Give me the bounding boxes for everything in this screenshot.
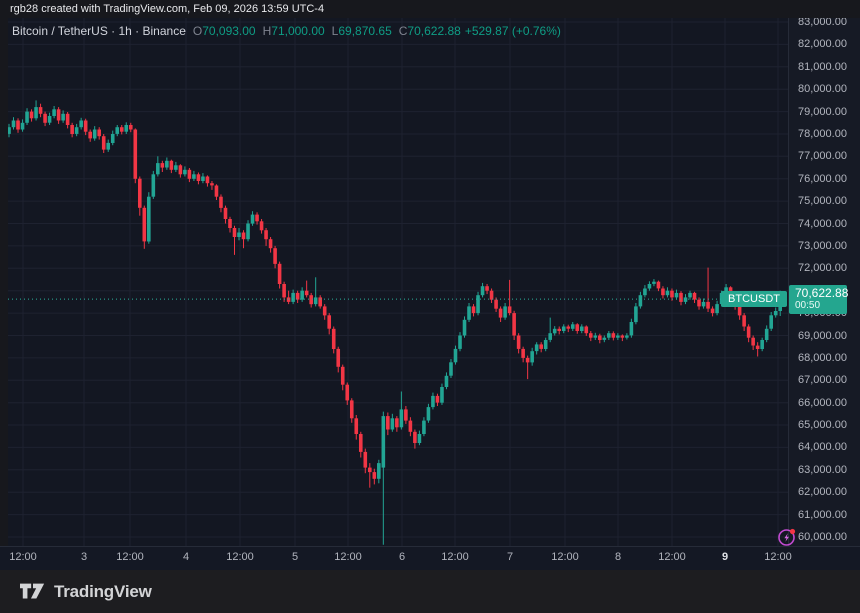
ohlc-item: C70,622.88 <box>398 24 461 38</box>
time-tick-label: 12:00 <box>9 551 37 563</box>
price-tick-label: 64,000.00 <box>798 441 847 454</box>
last-price-label: 70,622.88 00:50 <box>789 285 849 315</box>
price-tick-label: 83,000.00 <box>798 18 847 28</box>
price-tick-label: 76,000.00 <box>798 172 847 185</box>
last-price-value: 70,622.88 <box>795 286 849 301</box>
candlestick-pane[interactable] <box>8 18 788 546</box>
price-tick-label: 62,000.00 <box>798 486 847 499</box>
price-tick-label: 79,000.00 <box>798 105 847 118</box>
price-tick-label: 68,000.00 <box>798 351 847 364</box>
time-axis[interactable]: 12:00 3 12:00 4 12:00 5 12:00 6 12:00 7 12:00 8 12:0… <box>0 546 860 570</box>
price-tick-label: 82,000.00 <box>798 38 847 51</box>
time-tick-label: 5 <box>291 551 299 563</box>
lightning-icon-svg <box>778 528 796 546</box>
time-tick-label: 12:00 <box>441 551 469 563</box>
price-tick-label: 67,000.00 <box>798 374 847 387</box>
time-tick-label: 3 <box>80 551 88 563</box>
time-tick-label: 12:00 <box>551 551 579 563</box>
ohlc-item: H71,000.00 <box>262 24 325 38</box>
symbol-price-tag: BTCUSDT <box>721 291 787 308</box>
symbol-tag-text: BTCUSDT <box>728 293 780 306</box>
price-tick-label: 74,000.00 <box>798 217 847 230</box>
change-value: +529.87 (+0.76%) <box>464 24 561 38</box>
price-tick-label: 77,000.00 <box>798 150 847 163</box>
time-tick-label: 12:00 <box>226 551 254 563</box>
time-tick-label: 12:00 <box>334 551 362 563</box>
attribution-text: rgb28 created with TradingView.com, Feb … <box>10 3 325 15</box>
price-tick-label: 78,000.00 <box>798 128 847 140</box>
price-tick-label: 73,000.00 <box>798 239 847 252</box>
price-tick-label: 80,000.00 <box>798 83 847 96</box>
footer-bar: TradingView <box>0 570 860 613</box>
ohlc-values: O70,093.00 H71,000.00 L69,870.65 C70,622.88 <box>186 24 461 38</box>
price-tick-label: 72,000.00 <box>798 262 847 275</box>
time-tick-label: 6 <box>398 551 406 563</box>
price-axis[interactable]: 60,000.00 61,000.00 62,000.00 63,000.00 64,0… <box>788 18 860 546</box>
bar-countdown: 00:50 <box>795 300 821 312</box>
tradingview-logo[interactable]: TradingView <box>20 582 152 602</box>
symbol-title[interactable]: Bitcoin / TetherUS · 1h · Binance <box>12 24 186 38</box>
price-tick-label: 75,000.00 <box>798 195 847 208</box>
price-tick-label: 63,000.00 <box>798 463 847 476</box>
symbol-legend: Bitcoin / TetherUS · 1h · Binance O70,093… <box>12 24 561 38</box>
tradingview-logo-icon <box>20 583 45 599</box>
chart-area: Bitcoin / TetherUS · 1h · Binance O70,093… <box>0 18 860 546</box>
time-tick-label: 4 <box>182 551 190 563</box>
time-tick-label: 12:00 <box>116 551 144 563</box>
price-tick-label: 60,000.00 <box>798 531 847 543</box>
price-tick-label: 65,000.00 <box>798 419 847 431</box>
time-tick-label: 9 <box>721 551 729 563</box>
price-tick-label: 66,000.00 <box>798 396 847 409</box>
time-tick-label: 7 <box>506 551 514 563</box>
price-tick-label: 61,000.00 <box>798 508 847 521</box>
price-tick-label: 81,000.00 <box>798 60 847 73</box>
time-tick-label: 12:00 <box>764 551 792 563</box>
tradingview-logo-text: TradingView <box>54 581 152 601</box>
attribution-bar: rgb28 created with TradingView.com, Feb … <box>0 0 860 18</box>
ohlc-item: L69,870.65 <box>331 24 392 38</box>
price-tick-label: 69,000.00 <box>798 329 847 342</box>
time-tick-label: 12:00 <box>658 551 686 563</box>
time-tick-label: 8 <box>614 551 622 563</box>
alert-dot <box>789 528 796 535</box>
ohlc-item: O70,093.00 <box>192 24 256 38</box>
lightning-icon[interactable] <box>776 526 798 548</box>
